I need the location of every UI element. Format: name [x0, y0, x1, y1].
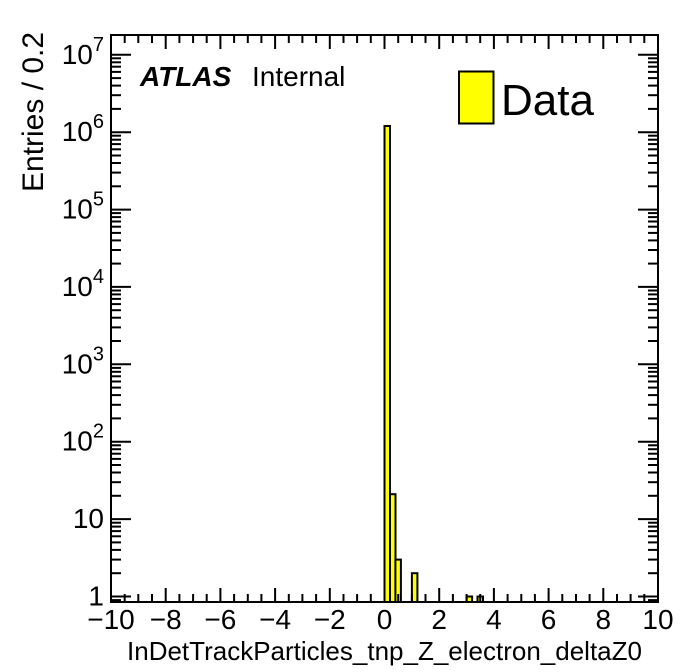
- histogram-bars: [383, 125, 484, 604]
- y-axis-title: Entries / 0.2: [17, 32, 50, 192]
- legend-swatch-data: [458, 70, 495, 125]
- y-tick-label: 104: [62, 266, 104, 302]
- x-tick-label: −2: [314, 604, 346, 635]
- x-tick-label: 6: [541, 604, 557, 635]
- x-tick-label: 10: [642, 604, 673, 635]
- y-tick-label: 103: [62, 343, 104, 379]
- x-tick-label: −8: [150, 604, 182, 635]
- y-tick-label: 10: [73, 503, 104, 534]
- x-tick-label: 8: [596, 604, 612, 635]
- y-tick-label: 107: [62, 34, 104, 70]
- y-axis-tick-labels: 1 10 102 103 104 105 106 107: [62, 34, 104, 612]
- plot-frame: [110, 34, 659, 603]
- x-tick-label: 4: [486, 604, 502, 635]
- x-tick-label: 2: [431, 604, 447, 635]
- y-tick-label: 106: [62, 111, 104, 147]
- x-tick-label: −6: [204, 604, 236, 635]
- x-tick-label: 0: [377, 604, 393, 635]
- y-tick-label: 105: [62, 189, 104, 225]
- legend: Data: [458, 70, 594, 125]
- y-tick-label: 102: [62, 421, 104, 457]
- atlas-internal-label: Internal: [252, 61, 345, 92]
- x-axis-title: InDetTrackParticles_tnp_Z_electron_delta…: [127, 636, 642, 666]
- x-tick-label: −10: [87, 604, 135, 635]
- atlas-label: ATLAS: [139, 61, 232, 92]
- y-tick-label: 1: [88, 581, 104, 612]
- x-axis-tick-labels: −10 −8 −6 −4 −2 0 2 4 6 8 10: [87, 604, 673, 635]
- axis-ticks: [110, 35, 659, 602]
- x-tick-label: −4: [259, 604, 291, 635]
- legend-label-data: Data: [501, 76, 594, 125]
